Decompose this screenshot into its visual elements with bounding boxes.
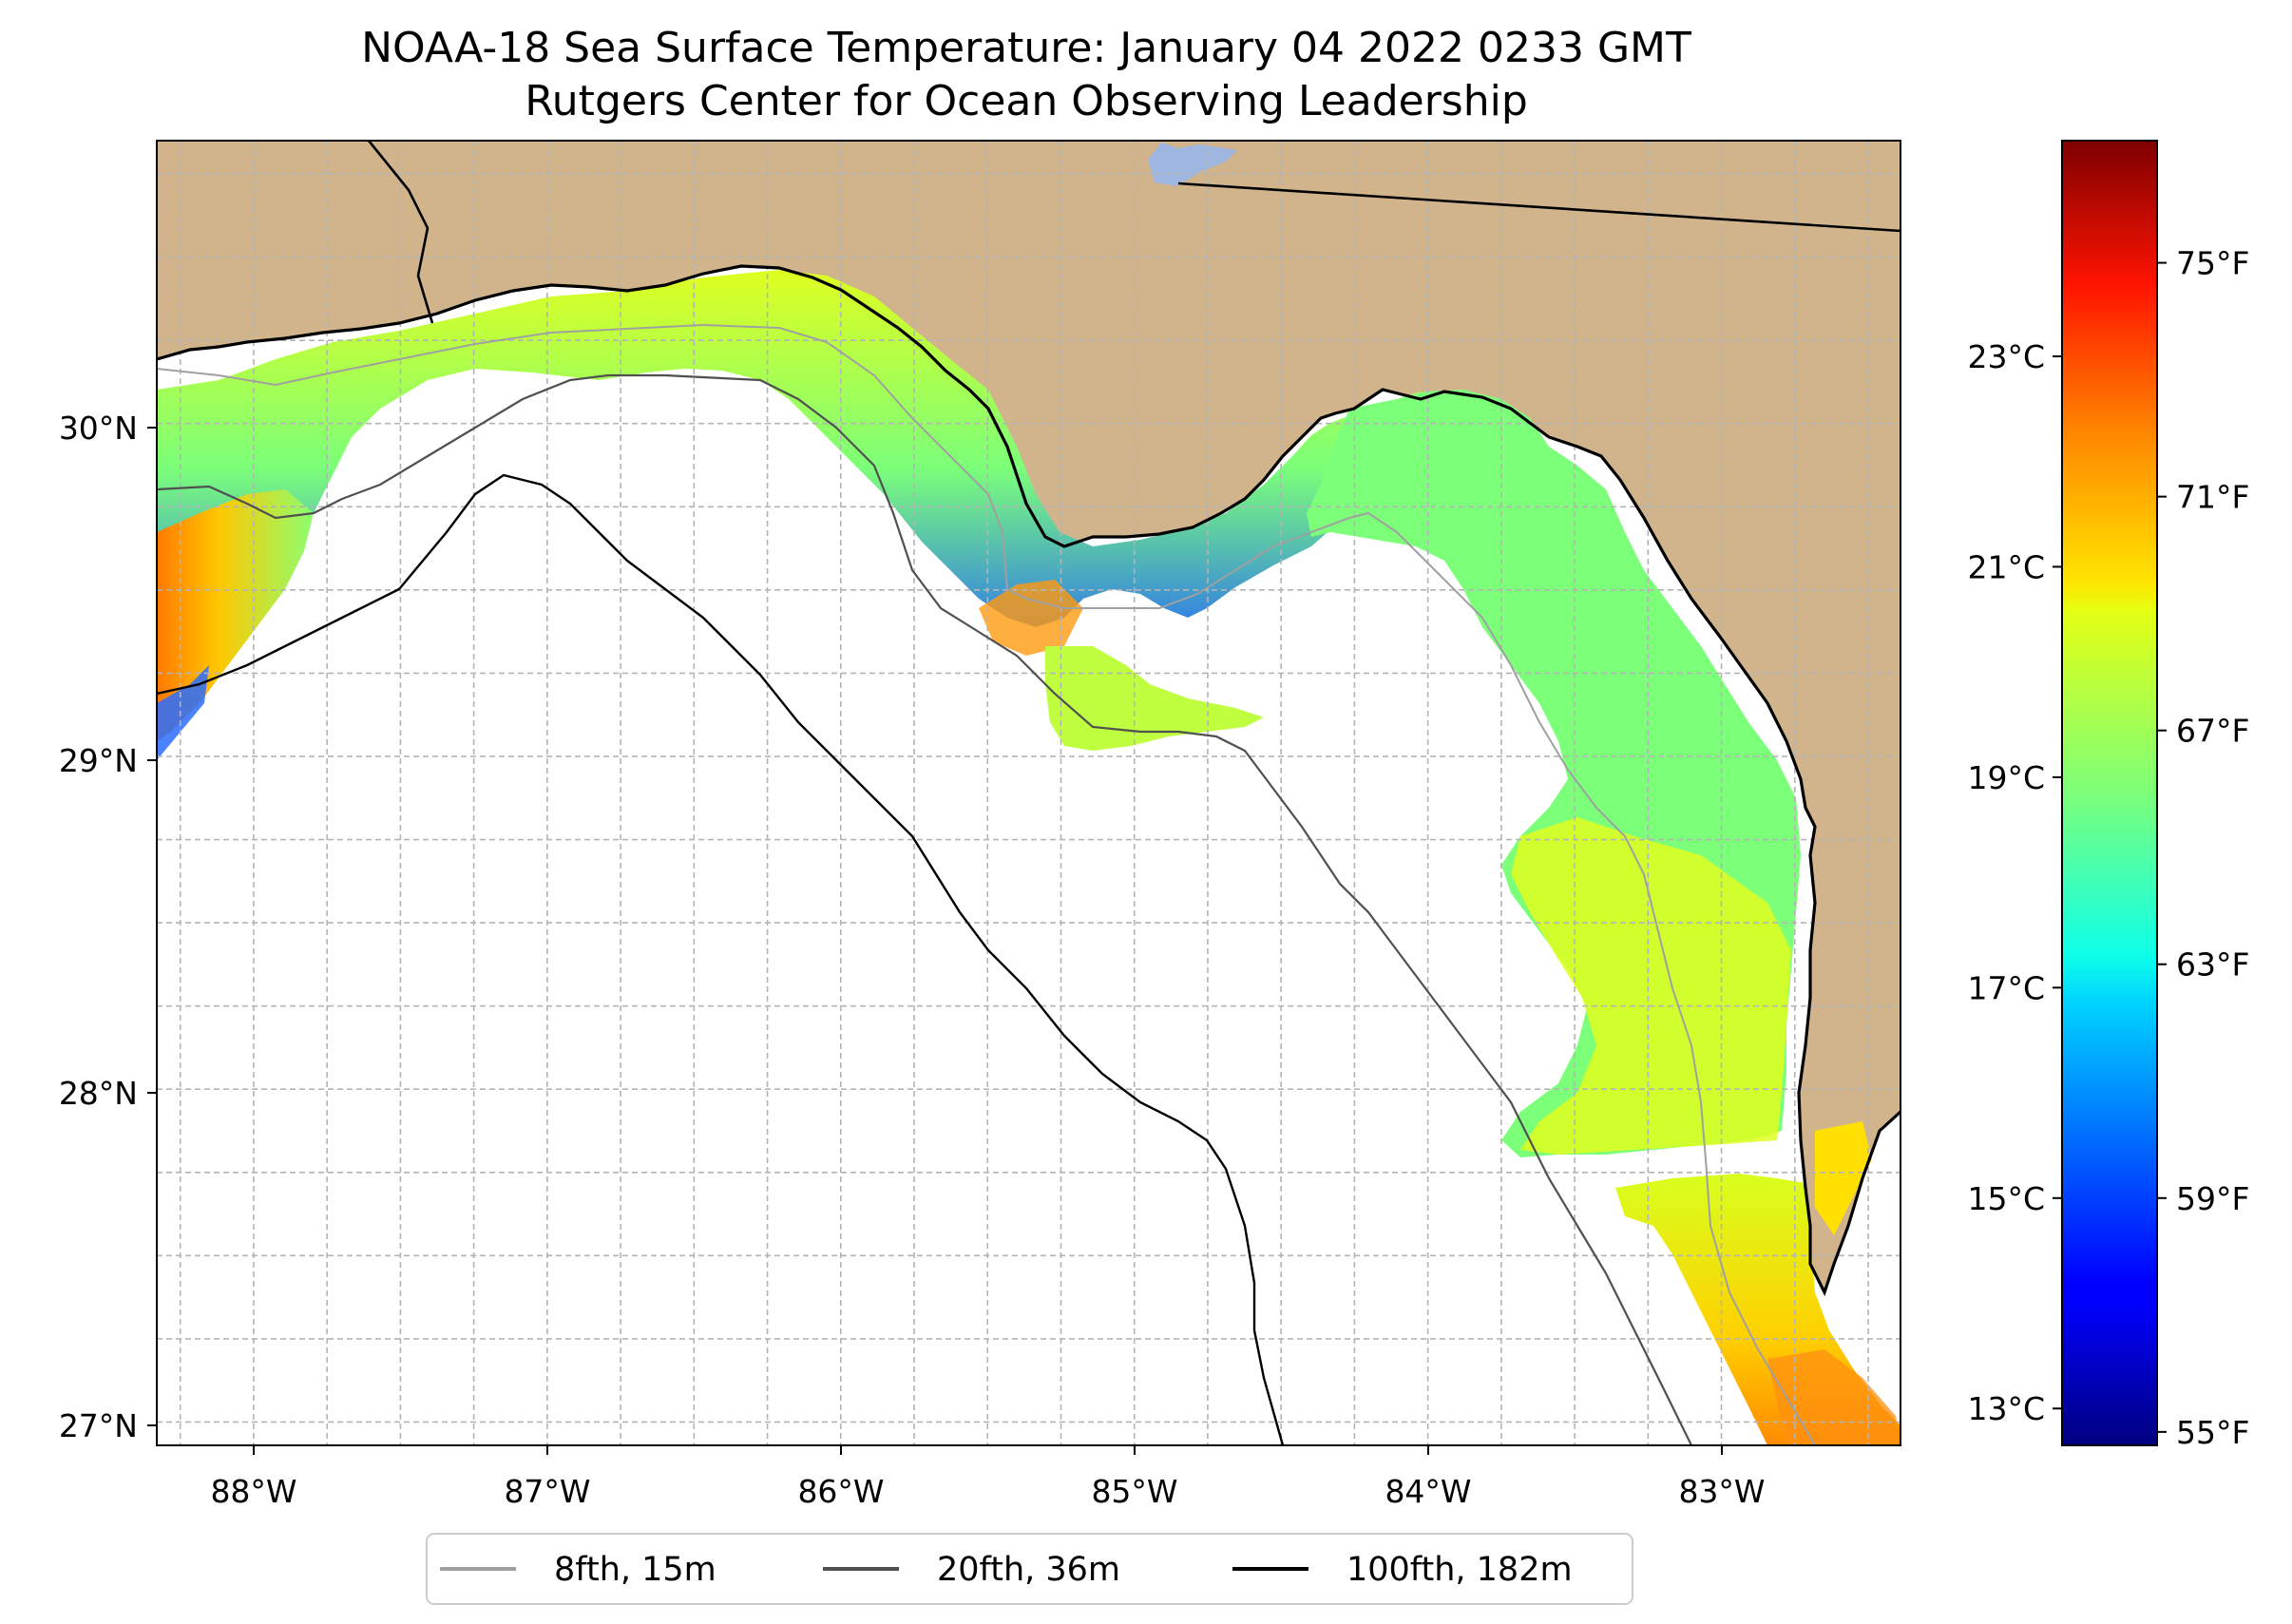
sst-mid-warm-patch: [979, 580, 1083, 656]
colorbar-gradient: [2062, 141, 2157, 1445]
lon-label-88: 88°W: [210, 1473, 296, 1510]
fahrenheit-tick-label: 71°F: [2176, 479, 2249, 516]
map-area: [157, 141, 1900, 1445]
fahrenheit-tick-label: 75°F: [2176, 245, 2249, 282]
legend: 8fth, 15m 20fth, 36m 100fth, 182m: [426, 1533, 1633, 1605]
lat-lon-grid: [157, 141, 1900, 1445]
fahrenheit-tick-label: 67°F: [2176, 713, 2249, 750]
lon-axis: 88°W 87°W 86°W 85°W 84°W 83°W: [210, 1445, 1766, 1510]
colorbar-celsius-ticks: 13°C 15°C 17°C 19°C 21°C 23°C: [1967, 338, 2062, 1427]
colorbar-fahrenheit-ticks: 55°F 59°F 63°F 67°F 71°F 75°F: [2157, 245, 2249, 1451]
celsius-tick-label: 21°C: [1967, 548, 2045, 585]
celsius-tick-label: 15°C: [1967, 1180, 2045, 1217]
sst-tampa-patch: [1815, 1121, 1872, 1235]
fahrenheit-tick-label: 63°F: [2176, 946, 2249, 984]
lat-label-27: 27°N: [59, 1407, 138, 1444]
celsius-tick-label: 13°C: [1967, 1390, 2045, 1427]
contour-100fth: [157, 473, 1285, 1445]
legend-label-8fth: 8fth, 15m: [554, 1551, 716, 1589]
map-frame: [156, 140, 1901, 1446]
legend-label-20fth: 20fth, 36m: [937, 1551, 1120, 1589]
colorbar: 13°C 15°C 17°C 19°C 21°C 23°C 55°F 59°F 63°F 67°…: [1967, 140, 2249, 1451]
celsius-tick-label: 17°C: [1967, 969, 2045, 1006]
lon-label-83: 83°W: [1678, 1473, 1765, 1510]
lon-label-86: 86°W: [797, 1473, 884, 1510]
state-border-west: [367, 141, 434, 324]
celsius-tick-label: 23°C: [1967, 338, 2045, 375]
title-line-2: Rutgers Center for Ocean Observing Leade…: [525, 77, 1528, 125]
lon-label-87: 87°W: [504, 1473, 590, 1510]
lat-label-30: 30°N: [59, 410, 138, 447]
legend-box: [426, 1533, 1633, 1605]
state-border: [1177, 182, 1900, 233]
celsius-tick-label: 19°C: [1967, 759, 2045, 796]
sst-apalachicola-patch: [1045, 646, 1264, 751]
sst-west-edge: [157, 665, 209, 760]
fahrenheit-tick-label: 59°F: [2176, 1180, 2249, 1217]
legend-label-100fth: 100fth, 182m: [1347, 1551, 1573, 1589]
lat-label-29: 29°N: [59, 742, 138, 779]
title-line-1: NOAA-18 Sea Surface Temperature: January…: [361, 24, 1691, 72]
lat-label-28: 28°N: [59, 1075, 138, 1112]
lat-axis: 27°N 28°N 29°N 30°N: [59, 410, 157, 1444]
coastline: [157, 264, 1900, 1297]
lake: [1148, 143, 1237, 186]
contour-20fth: [157, 373, 1692, 1445]
contour-8fth: [157, 323, 1816, 1445]
lon-label-85: 85°W: [1091, 1473, 1177, 1510]
sst-coastal-band: [157, 270, 1421, 665]
land: [157, 141, 1900, 1292]
fahrenheit-tick-label: 55°F: [2176, 1414, 2249, 1451]
colorbar-frame: [2061, 140, 2158, 1446]
lon-label-84: 84°W: [1385, 1473, 1471, 1510]
